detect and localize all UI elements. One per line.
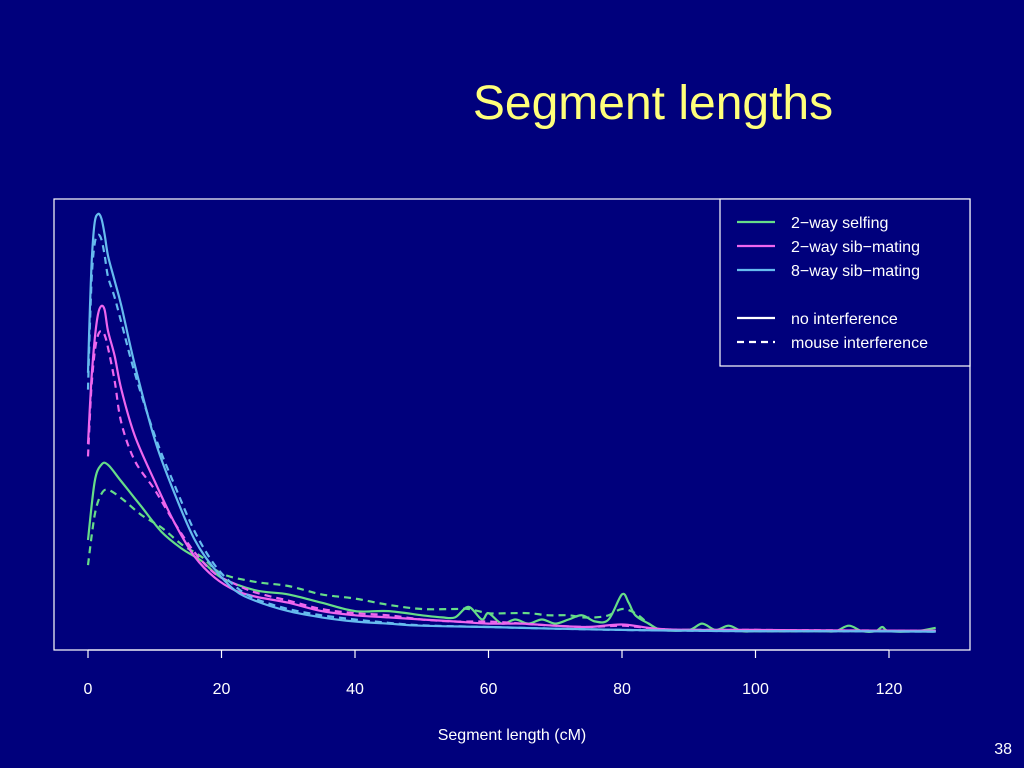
legend-label: mouse interference <box>791 335 928 352</box>
legend-label: 2−way selfing <box>791 215 888 232</box>
legend-label: 2−way sib−mating <box>791 239 920 256</box>
series-line-8-way-sib-mating-dashed <box>86 233 936 633</box>
x-tick-label: 100 <box>742 681 769 698</box>
series-line-2-way-sib-mating-solid <box>86 304 936 632</box>
series-line-8-way-sib-mating-solid <box>86 212 936 633</box>
slide-title: Segment lengths <box>472 77 834 130</box>
x-tick-label: 80 <box>613 681 631 698</box>
page-number: 38 <box>994 741 1012 758</box>
x-axis: 0 20 40 60 80 100 120 <box>84 649 903 698</box>
legend: 2−way selfing 2−way sib−mating 8−way sib−m… <box>719 198 971 367</box>
series-layer <box>86 212 936 633</box>
x-tick-label: 40 <box>346 681 364 698</box>
legend-label: 8−way sib−mating <box>791 263 920 280</box>
series-line-2-way-sib-mating-dashed <box>86 329 936 632</box>
series-line-2-way-selfing-dashed <box>86 488 936 633</box>
x-tick-label: 120 <box>876 681 903 698</box>
legend-box <box>719 198 971 367</box>
series-line-2-way-selfing-solid <box>86 461 936 633</box>
x-tick-label: 0 <box>84 681 93 698</box>
x-axis-label: Segment length (cM) <box>438 727 587 744</box>
x-tick-label: 20 <box>213 681 231 698</box>
x-tick-label: 60 <box>480 681 498 698</box>
legend-label: no interference <box>791 311 898 328</box>
